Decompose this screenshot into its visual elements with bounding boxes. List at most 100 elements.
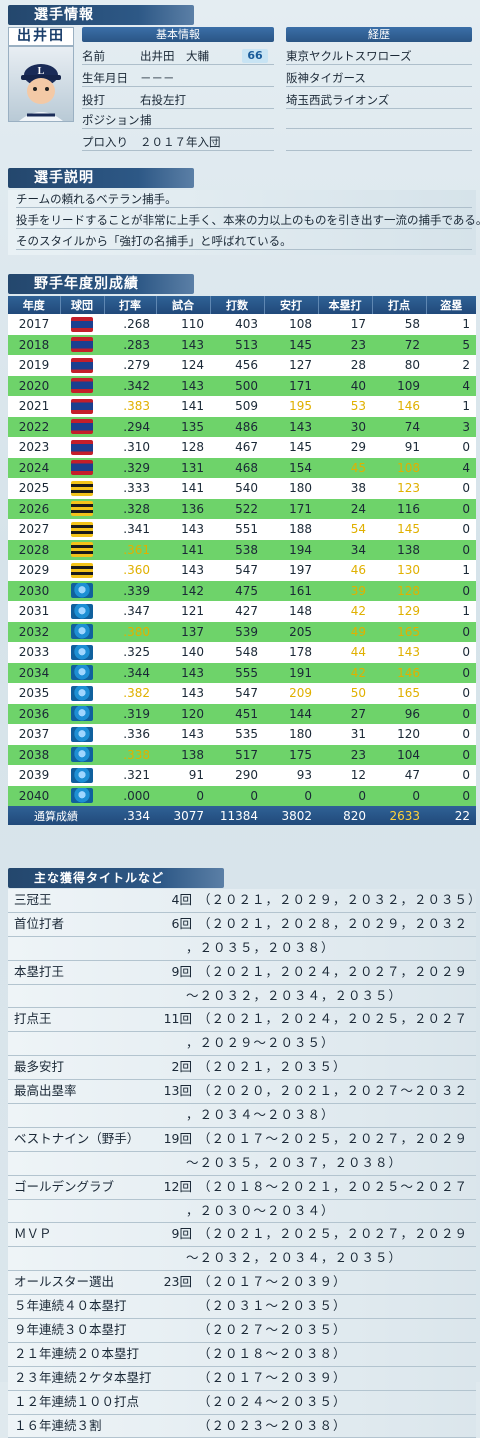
cell-at-bats: 540 [210, 478, 264, 499]
cell-games: 143 [156, 375, 210, 396]
title-years: （２０２１，２０２４，２０２５，２０２７ [198, 1011, 469, 1027]
title-years: ，２０３５，２０３８） [186, 939, 335, 955]
lions-logo-icon [71, 644, 93, 660]
cell-hits: 93 [264, 765, 318, 786]
cell-hits: 195 [264, 396, 318, 417]
cell-at-bats: 547 [210, 683, 264, 704]
cell-games: 141 [156, 478, 210, 499]
cell-games: 124 [156, 355, 210, 376]
cell-games: 143 [156, 683, 210, 704]
cell-avg: .333 [104, 478, 156, 499]
totals-games: 3077 [156, 806, 210, 825]
cell-stolen-bases: 4 [426, 457, 476, 478]
totals-hits: 3802 [264, 806, 318, 825]
col-year: 年度 [8, 296, 61, 314]
stats-row-2032: 2032 .380 137 539 205 49 165 0 [8, 621, 476, 642]
cell-stolen-bases: 0 [426, 437, 476, 458]
title-count: 4回 [171, 892, 192, 907]
stats-row-2026: 2026 .328 136 522 171 24 116 0 [8, 498, 476, 519]
lions-logo-icon [71, 747, 93, 763]
cell-rbi: 47 [372, 765, 426, 786]
cell-avg: .339 [104, 580, 156, 601]
cell-year: 2033 [8, 642, 60, 663]
title-count: 6回 [171, 915, 192, 931]
cell-at-bats: 0 [210, 785, 264, 806]
stats-row-2018: 2018 .283 143 513 145 23 72 5 [8, 334, 476, 355]
cell-games: 143 [156, 724, 210, 745]
cell-avg: .380 [104, 621, 156, 642]
cell-at-bats: 500 [210, 375, 264, 396]
description-line-2: 投手をリードすることが非常に上手く、本来の力以上のものを引き出す一流の捕手である… [16, 213, 480, 229]
lions-logo-icon [71, 603, 93, 619]
cell-at-bats: 551 [210, 519, 264, 540]
totals-at-bats: 11384 [210, 806, 264, 825]
cell-rbi: 80 [372, 355, 426, 376]
cell-team [60, 478, 104, 499]
swallows-logo-icon [71, 337, 93, 353]
cell-year: 2020 [8, 375, 60, 396]
cell-at-bats: 539 [210, 621, 264, 642]
cell-home-runs: 40 [318, 375, 372, 396]
stats-header-row: 年度 球団 打率 試合 打数 安打 本塁打 打点 盗塁 [8, 296, 476, 314]
title-count: 12回 [163, 1178, 192, 1194]
cell-team [60, 662, 104, 683]
cell-games: 141 [156, 396, 210, 417]
title-count: 2回 [171, 1059, 192, 1075]
title-name: 三冠王 [14, 892, 52, 907]
totals-label: 通算成績 [8, 806, 104, 825]
title-years: （２０２１，２０２４，２０２７，２０２９ [198, 963, 469, 979]
title-years: （２０１７～２０３９） [198, 1274, 347, 1290]
info-label-birthdate: 生年月日 [82, 71, 128, 85]
stats-row-2022: 2022 .294 135 486 143 30 74 3 [8, 416, 476, 437]
title-years: （２０２１，２０３５） [198, 1059, 347, 1075]
cell-home-runs: 12 [318, 765, 372, 786]
title-row-continued: ，２０３５，２０３８） [8, 937, 476, 961]
cell-avg: .341 [104, 519, 156, 540]
lions-logo-icon [71, 706, 93, 722]
cell-stolen-bases: 0 [426, 621, 476, 642]
title-row: 打点王 11回 （２０２１，２０２４，２０２５，２０２７ [8, 1008, 476, 1033]
cell-avg: .279 [104, 355, 156, 376]
cell-avg: .338 [104, 744, 156, 765]
career-team-1: 東京ヤクルトスワローズ [286, 48, 472, 65]
cell-home-runs: 30 [318, 416, 372, 437]
info-row-birthdate: 生年月日 －－－ [82, 70, 274, 87]
cell-avg: .336 [104, 724, 156, 745]
description-line-3: そのスタイルから「強打の名捕手」と呼ばれている。 [16, 233, 472, 250]
cell-year: 2031 [8, 601, 60, 622]
cell-team [60, 683, 104, 704]
cell-home-runs: 39 [318, 580, 372, 601]
title-row: ベストナイン（野手） 19回 （２０１７～２０２５，２０２７，２０２９ [8, 1128, 476, 1152]
title-count: 13回 [163, 1083, 192, 1099]
title-row: オールスター選出 23回 （２０１７～２０３９） [8, 1271, 476, 1296]
col-stolen-bases: 盗塁 [426, 296, 476, 314]
cell-year: 2024 [8, 457, 60, 478]
swallows-logo-icon [71, 378, 93, 394]
lions-logo-icon [71, 788, 93, 804]
cell-year: 2036 [8, 703, 60, 724]
cell-rbi: 109 [372, 375, 426, 396]
cell-team [60, 703, 104, 724]
title-years: ～２０３２，２０３４，２０３５） [186, 1250, 403, 1266]
title-years: ，２０３４～２０３８） [186, 1107, 335, 1123]
info-label-bats-throws: 投打 [82, 93, 105, 107]
cell-stolen-bases: 2 [426, 355, 476, 376]
cell-team [60, 457, 104, 478]
tigers-logo-icon [71, 542, 93, 558]
info-row-position: ポジション 捕 [82, 112, 274, 129]
cell-hits: 205 [264, 621, 318, 642]
title-name: １２年連続１００打点 [14, 1393, 140, 1409]
cell-hits: 0 [264, 785, 318, 806]
title-years: （２０２１，２０２５，２０２７，２０２９ [198, 1226, 469, 1242]
cell-hits: 108 [264, 314, 318, 335]
cell-at-bats: 517 [210, 744, 264, 765]
cell-year: 2029 [8, 560, 60, 581]
info-row-name: 名前 出井田 大輔 66 [82, 48, 274, 65]
totals-avg: .334 [104, 806, 156, 825]
cell-hits: 161 [264, 580, 318, 601]
cell-year: 2027 [8, 519, 60, 540]
cell-team [60, 724, 104, 745]
cell-rbi: 123 [372, 478, 426, 499]
cell-team [60, 375, 104, 396]
title-years: （２０１８～２０３８） [198, 1345, 347, 1361]
